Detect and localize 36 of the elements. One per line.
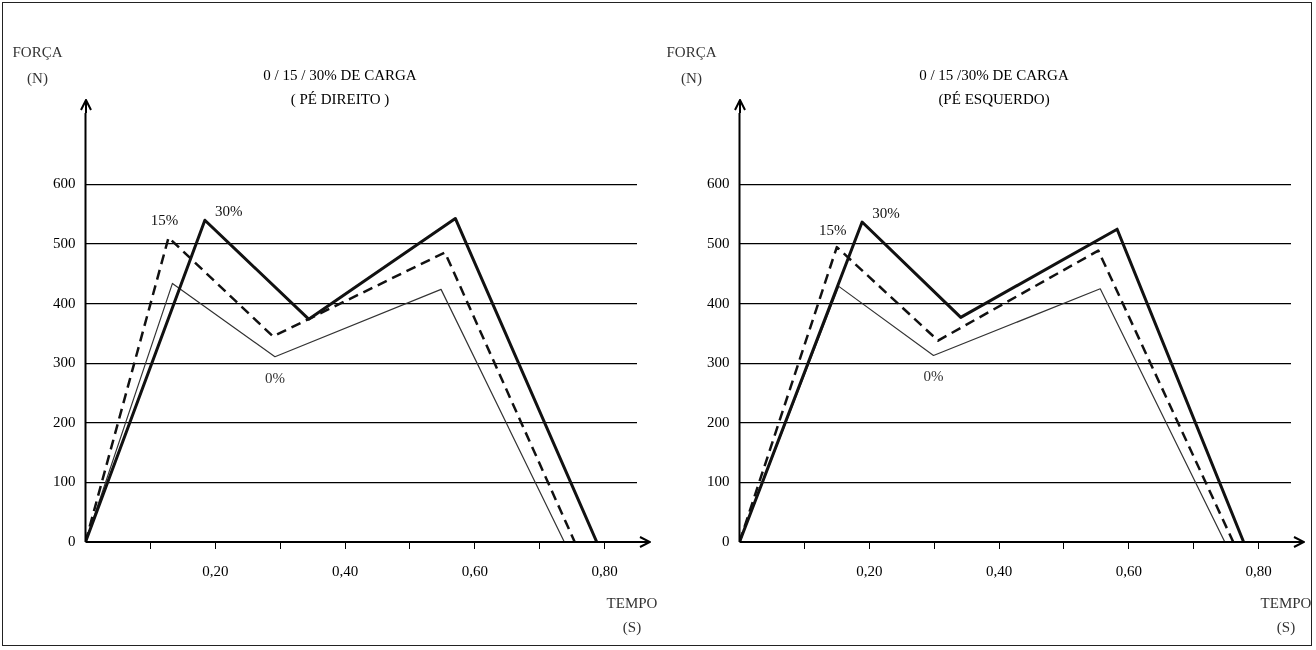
y-tick-label: 400 [53,294,76,311]
y-tick-label: 0 [68,532,76,549]
y-tick-label: 500 [53,235,76,252]
y-tick-label: 600 [707,175,730,192]
x-tick-label: 0,60 [1115,562,1142,579]
series-label: 15% [150,212,179,229]
y-tick-label: 100 [53,473,76,490]
series-label: 0% [264,369,285,386]
x-tick-label: 0,20 [202,562,229,579]
x-tick-label: 0,60 [461,562,488,579]
series-label: 15% [819,222,847,238]
y-tick-label: 200 [53,413,76,430]
series-label: 30% [872,204,900,221]
x-tick-label: 0,40 [985,562,1013,579]
y-tick-label: 500 [707,235,730,252]
y-axis-title: FORÇA (N) [12,43,63,87]
y-tick-label: 300 [707,354,730,371]
chart-title: 0 / 15 / 30% DE CARGA [263,66,417,83]
x-tick-label: 0,40 [331,562,359,579]
series-label: 0% [923,368,944,385]
y-tick-label: 600 [53,175,76,192]
x-tick-label: 0,80 [591,562,618,579]
series-label: 30% [214,203,243,220]
chart-subtitle: ( PÉ DIREITO ) [290,90,390,108]
y-tick-label: 400 [707,294,730,311]
x-tick-label: 0,80 [1245,562,1272,579]
y-tick-label: 300 [53,354,76,371]
y-axis-title: FORÇA (N) [666,43,717,87]
chart-subtitle: (PÉ ESQUERDO) [938,90,1050,108]
y-tick-label: 100 [707,473,730,490]
x-axis-title: TEMPO (S) [606,594,658,636]
y-tick-label: 0 [722,532,730,549]
x-axis-title: TEMPO (S) [1260,594,1312,636]
chart-title: 0 / 15 /30% DE CARGA [919,66,1069,83]
x-tick-label: 0,20 [856,562,883,579]
y-tick-label: 200 [707,413,730,430]
